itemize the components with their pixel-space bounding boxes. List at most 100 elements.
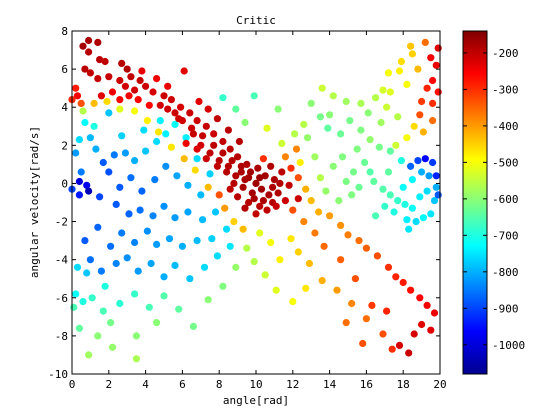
scatter-point [232,105,240,113]
scatter-point [116,183,124,191]
scatter-point [232,172,240,180]
scatter-point [210,141,218,149]
scatter-point [123,254,131,262]
scatter-point [160,292,168,300]
scatter-point [86,134,94,142]
scatter-point [432,172,440,180]
scatter-point [118,59,126,67]
scatter-point [94,223,102,231]
scatter-point [285,181,293,189]
scatter-point [143,117,151,125]
scatter-point [256,174,264,182]
scatter-point [221,204,229,212]
scatter-point [407,42,415,50]
scatter-point [178,242,186,250]
scatter-point [199,132,207,140]
scatter-point [243,160,251,168]
scatter-point [377,118,385,127]
scatter-point [85,36,93,45]
scatter-point [219,282,227,290]
scatter-point [366,168,374,176]
scatter-point [272,202,280,210]
y-tick-label: 0 [61,177,68,190]
scatter-point [412,218,420,226]
scatter-point [164,82,172,90]
scatter-point [237,168,245,176]
scatter-point [338,153,347,161]
scatter-point [182,134,190,142]
scatter-point [197,191,205,199]
scatter-point [430,309,439,317]
scatter-point [81,237,89,245]
scatter-point [160,92,168,100]
x-tick-label: 18 [397,378,410,391]
scatter-point [395,67,404,75]
scatter-point [147,259,155,268]
y-tick-label: 8 [61,25,68,38]
scatter-point [142,147,150,155]
scatter-point [105,109,113,117]
scatter-point [399,183,407,191]
scatter-point [410,330,418,338]
scatter-point [153,137,161,146]
colorbar-tick-label: -900 [492,302,519,315]
scatter-point [241,204,249,212]
scatter-point [204,296,212,304]
scatter-point [151,176,159,184]
scatter-point [88,294,96,302]
scatter-point [138,67,146,75]
scatter-point [202,155,210,163]
scatter-point [110,151,118,159]
scatter-point [390,208,398,216]
scatter-point [164,105,172,113]
scatter-point [101,57,109,66]
scatter-point [351,275,359,283]
scatter-point [180,67,188,75]
scatter-points [68,36,442,363]
scatter-point [224,162,232,170]
scatter-point [373,252,381,260]
scatter-point [403,134,411,142]
scatter-point [72,149,80,157]
scatter-point [307,99,315,107]
x-tick-label: 6 [179,378,186,391]
colorbar-tick-label: -800 [492,266,519,279]
scatter-point [85,187,93,195]
scatter-point [425,172,433,180]
scatter-point [418,320,426,329]
scatter-point [188,124,196,132]
scatter-point [182,139,190,147]
scatter-point [213,252,221,260]
scatter-point [125,92,133,100]
y-tick-label: -8 [55,330,68,343]
scatter-point [83,269,91,277]
scatter-point [326,212,334,220]
scatter-point [79,298,87,306]
scatter-point [94,332,102,340]
x-axis-ticks: 0 2 4 6 8 10 12 14 16 18 20 [69,31,447,391]
scatter-point [189,130,197,138]
scatter-point [359,339,367,348]
scatter-point [224,126,232,134]
scatter-point [318,84,326,92]
scatter-point [193,237,201,245]
scatter-point [75,191,83,199]
scatter-point [149,212,157,220]
scatter-point [204,183,212,191]
y-tick-label: -10 [48,368,68,381]
scatter-point [379,86,387,94]
scatter-point [320,242,328,250]
x-tick-label: 14 [323,378,337,391]
scatter-point [342,319,350,327]
scatter-point [248,189,256,197]
scatter-point [125,210,133,218]
scatter-point [337,130,345,138]
scatter-point [397,57,405,66]
scatter-point [414,157,422,165]
scatter-point [223,225,231,233]
scatter-point [370,177,378,186]
scatter-point [408,50,416,58]
scatter-point [368,301,376,309]
scatter-point [419,128,427,136]
x-tick-label: 0 [69,378,76,391]
